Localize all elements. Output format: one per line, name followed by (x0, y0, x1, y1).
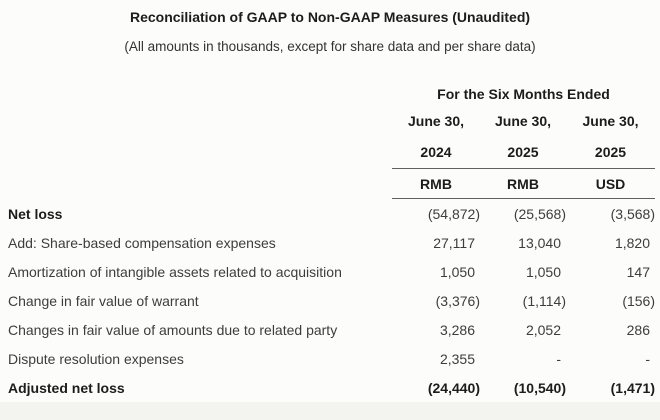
row-value: 13,040 (518, 234, 561, 251)
row-value: 2,355 (439, 350, 475, 367)
row-label: Amortization of intangible assets relate… (8, 263, 342, 280)
row-value: - (556, 350, 561, 367)
period-header-row: For the Six Months Ended (0, 82, 660, 106)
table-row-amortization: Amortization of intangible assets relate… (0, 257, 660, 286)
table-row-net-loss: Net loss (54,872) (25,568) (3,568) (0, 199, 660, 228)
column-header-date: June 30, (494, 112, 552, 129)
column-header-year: 2025 (594, 143, 627, 160)
column-year-row: 2024 2025 2025 (0, 135, 660, 169)
column-header-date: June 30, (407, 112, 465, 129)
row-value: 286 (626, 321, 650, 338)
row-value: 147 (626, 263, 650, 280)
spacer (0, 106, 392, 135)
row-label: Change in fair value of warrant (8, 292, 199, 309)
row-label: Changes in fair value of amounts due to … (8, 321, 338, 338)
row-value: - (645, 350, 650, 367)
spacer (0, 169, 392, 199)
column-header-currency: RMB (420, 175, 452, 192)
row-value: 1,050 (439, 263, 475, 280)
column-date-row: June 30, June 30, June 30, (0, 106, 660, 135)
column-header-date: June 30, (582, 112, 639, 129)
row-value: (3,568) (610, 205, 655, 222)
row-value: (25,568) (513, 205, 566, 222)
row-value: (156) (622, 292, 655, 309)
table-row-adjusted-net-loss: Adjusted net loss (24,440) (10,540) (1,4… (0, 373, 660, 402)
column-header-year: 2025 (507, 143, 539, 160)
row-value: (1,114) (522, 292, 566, 309)
column-header-currency: USD (595, 175, 626, 192)
table-row-related-party-fair-value: Changes in fair value of amounts due to … (0, 315, 660, 344)
row-value: 3,286 (439, 321, 475, 338)
row-label: Net loss (8, 205, 63, 222)
row-value: (3,376) (435, 292, 480, 309)
row-value: (10,540) (513, 379, 566, 396)
column-header-currency: RMB (507, 175, 539, 192)
page-title: Reconciliation of GAAP to Non-GAAP Measu… (129, 9, 531, 25)
row-label: Dispute resolution expenses (8, 350, 184, 367)
row-label: Adjusted net loss (8, 379, 125, 396)
row-value: (54,872) (427, 205, 480, 222)
table-row-dispute-resolution: Dispute resolution expenses 2,355 - - (0, 344, 660, 373)
table-row-share-based-compensation: Add: Share-based compensation expenses 2… (0, 228, 660, 257)
row-label: Add: Share-based compensation expenses (8, 234, 276, 251)
row-value: 1,050 (525, 263, 561, 280)
spacer (0, 82, 392, 106)
row-value: 1,820 (614, 234, 650, 251)
page-subtitle: (All amounts in thousands, except for sh… (124, 39, 536, 54)
spacer (0, 135, 392, 169)
row-value: 27,117 (433, 234, 475, 251)
page-background-strip (0, 402, 660, 420)
table-row-warrant-fair-value: Change in fair value of warrant (3,376) … (0, 286, 660, 315)
column-currency-row: RMB RMB USD (0, 169, 660, 199)
row-value: (24,440) (427, 379, 480, 396)
column-header-year: 2024 (420, 143, 452, 160)
period-header: For the Six Months Ended (437, 86, 610, 102)
row-value: 2,052 (525, 321, 561, 338)
row-value: (1,471) (610, 379, 655, 396)
